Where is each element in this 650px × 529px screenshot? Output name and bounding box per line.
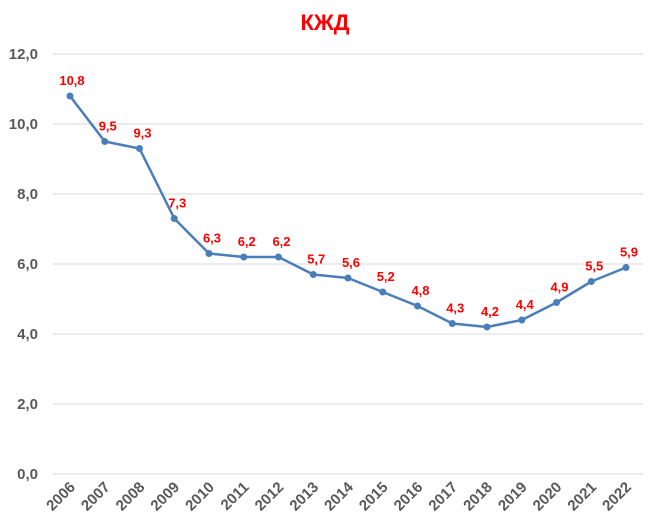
y-tick-label: 0,0: [17, 466, 38, 483]
data-point: [205, 250, 213, 257]
data-point: [66, 92, 74, 100]
data-point: [101, 138, 109, 145]
x-tick-label: 2018: [460, 479, 496, 515]
x-tick-label: 2006: [43, 479, 79, 515]
gridlines: [53, 53, 643, 475]
data-labels: 10,8 9,5 9,3 7,3 6,3 6,2 6,2 5,7 5,6 5,2 4,8 4,3 4,2…: [59, 73, 638, 319]
data-label: 5,9: [620, 245, 638, 260]
data-point: [379, 288, 387, 296]
x-tick-label: 2019: [495, 479, 531, 515]
data-label: 5,6: [342, 255, 360, 270]
series-line: [69, 95, 627, 329]
y-axis-ticks: 0,0 2,0 4,0 6,0 8,0 10,0 12,0: [9, 46, 38, 483]
x-tick-label: 2011: [218, 479, 253, 514]
data-label: 10,8: [59, 73, 84, 88]
y-tick-label: 6,0: [17, 256, 38, 273]
x-tick-label: 2014: [321, 478, 357, 514]
data-label: 9,5: [99, 119, 117, 134]
x-tick-label: 2017: [425, 479, 461, 515]
data-label: 4,8: [411, 283, 429, 298]
data-label: 5,7: [307, 252, 325, 267]
data-label: 5,2: [377, 269, 395, 284]
data-point: [483, 323, 491, 331]
y-tick-label: 12,0: [9, 46, 38, 63]
data-label: 4,4: [516, 297, 535, 312]
data-point: [518, 316, 526, 324]
y-tick-label: 8,0: [17, 186, 38, 203]
x-tick-label: 2016: [391, 479, 427, 515]
x-tick-label: 2012: [252, 479, 288, 515]
data-point: [136, 145, 143, 152]
x-tick-label: 2008: [113, 479, 149, 515]
data-point: [587, 278, 595, 285]
chart-title: КЖД: [301, 10, 350, 35]
y-tick-label: 4,0: [17, 326, 38, 343]
data-points: [66, 92, 630, 331]
series-lines: [69, 95, 627, 329]
data-point: [275, 253, 282, 261]
data-point: [240, 253, 248, 261]
data-label: 6,2: [272, 234, 290, 249]
x-tick-label: 2009: [147, 479, 183, 515]
x-tick-label: 2020: [530, 479, 566, 515]
x-tick-label: 2007: [78, 479, 114, 515]
x-tick-label: 2022: [599, 479, 635, 515]
y-tick-label: 2,0: [17, 396, 38, 413]
y-tick-label: 10,0: [9, 116, 38, 133]
data-point: [414, 302, 421, 310]
data-point: [344, 274, 352, 282]
data-label: 6,3: [203, 231, 221, 246]
data-label: 5,5: [585, 259, 603, 274]
data-point: [170, 215, 178, 222]
data-label: 9,3: [133, 126, 151, 141]
data-label: 6,2: [238, 234, 256, 249]
x-tick-label: 2021: [564, 479, 600, 515]
x-tick-label: 2010: [182, 479, 218, 515]
data-label: 4,3: [446, 301, 464, 316]
x-tick-label: 2015: [356, 479, 392, 515]
data-point: [448, 320, 456, 327]
x-tick-label: 2013: [286, 479, 322, 515]
data-point: [622, 264, 630, 271]
x-axis-ticks: 2006 2007 2008 2009 2010 2011 2012 2013 2014 2015…: [43, 478, 635, 514]
data-point: [309, 271, 317, 278]
data-label: 4,2: [481, 304, 499, 319]
data-point: [553, 299, 560, 306]
data-label: 7,3: [168, 196, 186, 211]
data-label: 4,9: [550, 280, 568, 295]
